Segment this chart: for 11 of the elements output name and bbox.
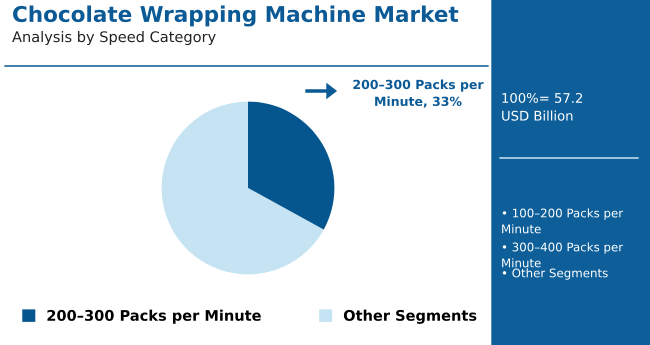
- pie-slice: [162, 102, 324, 274]
- text: • 300–400 Packs per Minute: [502, 242, 624, 268]
- text: • 100–200 Packs per Minute: [502, 208, 624, 234]
- pie-slice: [248, 102, 334, 230]
- chart-subtitle: Analysis by Speed Category: [12, 30, 216, 46]
- text: • Other Segments: [502, 268, 608, 280]
- legend-label: Other Segments: [344, 310, 476, 324]
- legend-label: 200–300 Packs per Minute: [47, 310, 261, 324]
- chart-title: Chocolate Wrapping Machine Market: [13, 6, 458, 26]
- data-label: 200–300 Packs per Minute, 33%: [353, 80, 484, 108]
- text: 100%= 57.2 USD Billion: [502, 92, 582, 121]
